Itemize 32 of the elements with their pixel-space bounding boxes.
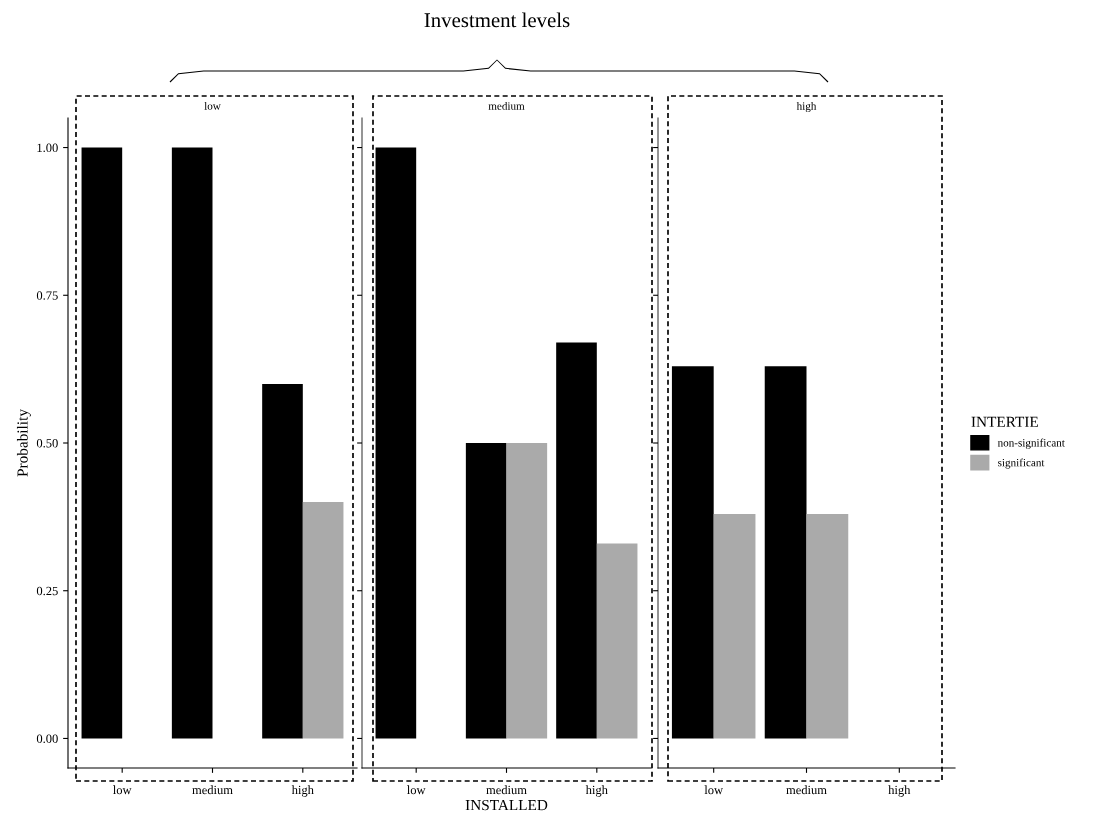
bar — [465, 443, 507, 739]
x-tick-label: high — [888, 785, 911, 797]
chart-title: low — [204, 101, 221, 110]
chart-title: high — [796, 101, 817, 113]
x-tick-label: medium — [786, 785, 827, 795]
bar — [596, 543, 638, 739]
bar — [262, 383, 303, 739]
x-axis-title: INSTALLED — [465, 799, 548, 811]
x-tick-label: high — [291, 785, 314, 797]
legend-label: non-significant — [997, 438, 1065, 449]
chart-title: medium — [488, 101, 525, 110]
y-tick-label: 0.75 — [36, 291, 58, 300]
x-tick-label: low — [407, 785, 426, 795]
x-tick-label: high — [585, 785, 608, 797]
legend-title: INTERTIE — [971, 416, 1038, 427]
y-axis-title: Probability — [16, 409, 31, 477]
bar — [556, 342, 597, 739]
y-tick-label: 0.50 — [36, 439, 58, 448]
y-tick-label: 1.00 — [37, 143, 58, 153]
bar — [506, 443, 548, 739]
x-tick-label: low — [704, 785, 724, 795]
bar — [375, 147, 417, 739]
bar — [81, 147, 123, 739]
x-tick-label: medium — [486, 785, 527, 795]
bar — [302, 502, 344, 739]
text: Investment levels — [424, 12, 570, 28]
y-tick-label: 0.00 — [36, 734, 58, 743]
x-tick-label: medium — [192, 785, 233, 795]
bar — [171, 147, 213, 739]
legend-label: significant — [998, 458, 1045, 469]
x-tick-label: low — [113, 785, 132, 795]
y-tick-label: 0.25 — [36, 586, 58, 596]
